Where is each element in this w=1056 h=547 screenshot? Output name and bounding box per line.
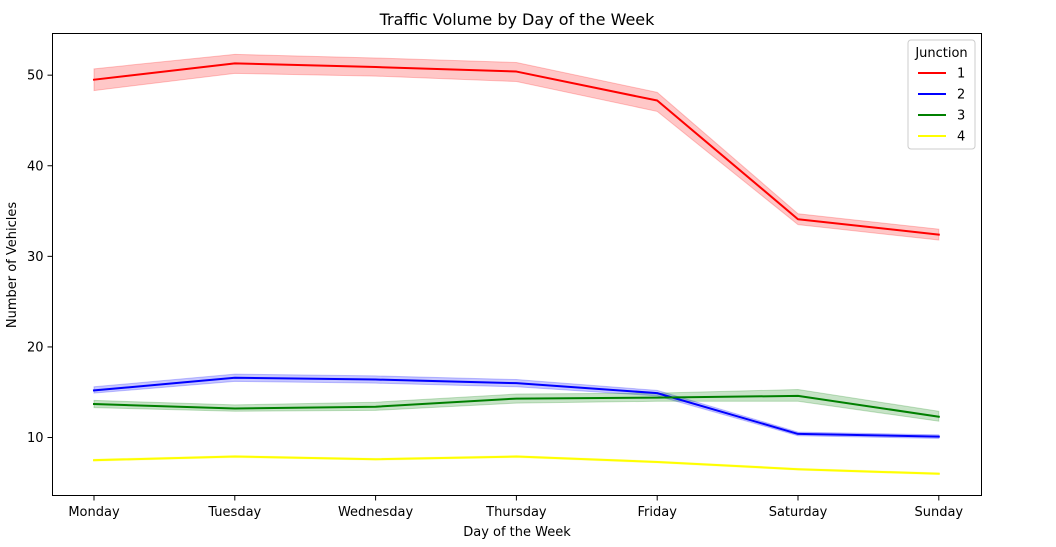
x-tick-label: Monday: [68, 505, 120, 520]
series-lines: [92, 62, 940, 475]
legend-label: 1: [957, 67, 965, 82]
chart-title: Traffic Volume by Day of the Week: [379, 10, 656, 29]
plot-area: [92, 53, 940, 476]
y-tick-label: 20: [27, 340, 44, 355]
legend-label: 2: [957, 88, 965, 103]
plot-frame: [52, 33, 982, 496]
x-axis-label: Day of the Week: [463, 525, 571, 540]
legend-item-junction-2: 2: [918, 88, 965, 103]
y-tick-label: 30: [27, 250, 44, 265]
x-tick-label: Tuesday: [207, 505, 261, 520]
y-axis-label: Number of Vehicles: [5, 202, 20, 329]
legend-label: 4: [957, 130, 965, 145]
y-axis: 10 20 30 40 50: [27, 69, 53, 446]
x-axis: Monday Tuesday Wednesday Thursday Friday Satu…: [68, 495, 963, 520]
legend-item-junction-1: 1: [918, 67, 965, 82]
legend-item-junction-4: 4: [918, 130, 965, 145]
y-tick-label: 50: [27, 69, 44, 84]
confidence-band-junction-4: [93, 455, 940, 476]
x-tick-label: Friday: [637, 505, 677, 520]
x-tick-label: Thursday: [485, 505, 547, 520]
legend-item-junction-3: 3: [918, 109, 965, 124]
confidence-band-junction-2: [93, 373, 940, 439]
series-line-junction-3: [92, 394, 940, 418]
legend: Junction 1 2 3 4: [907, 39, 976, 150]
x-tick-label: Sunday: [914, 505, 963, 520]
y-tick-label: 10: [27, 431, 44, 446]
series-line-junction-4: [92, 455, 940, 475]
series-line-junction-2: [92, 376, 940, 438]
series-line-junction-1: [92, 62, 940, 236]
confidence-bands: [93, 53, 940, 476]
x-tick-label: Wednesday: [338, 505, 414, 520]
legend-title: Junction: [914, 46, 967, 61]
x-tick-label: Saturday: [769, 505, 828, 520]
y-tick-label: 40: [27, 159, 44, 174]
legend-label: 3: [957, 109, 965, 124]
confidence-band-junction-1: [93, 53, 940, 241]
confidence-band-junction-3: [93, 389, 940, 422]
